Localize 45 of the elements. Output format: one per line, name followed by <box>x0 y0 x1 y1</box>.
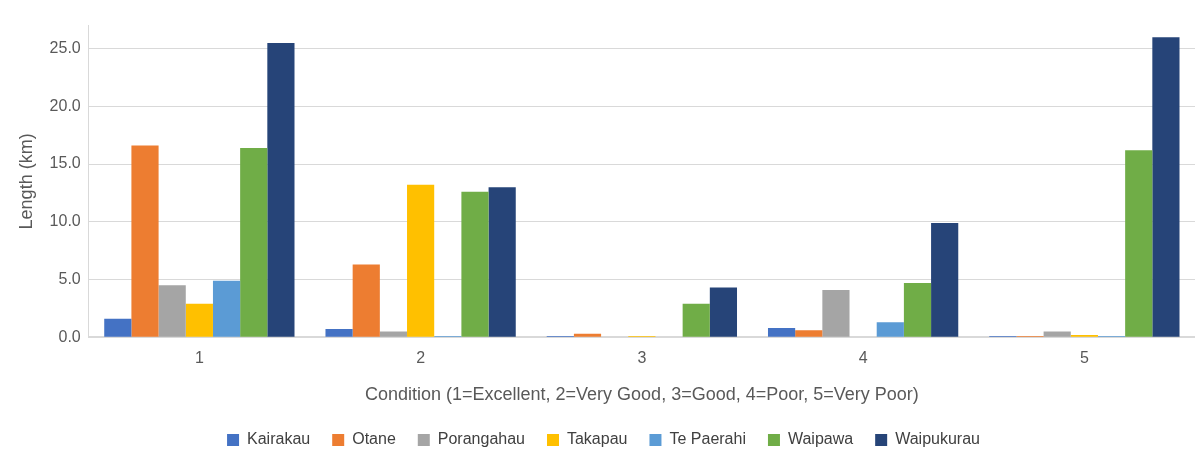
legend-label: Takapau <box>566 430 628 448</box>
x-tick-label: 4 <box>858 349 868 367</box>
bar <box>1125 150 1153 337</box>
bar <box>1152 37 1180 337</box>
bar <box>1043 331 1071 337</box>
x-tick-label: 5 <box>1079 349 1089 367</box>
x-tick-label: 1 <box>194 349 204 367</box>
bar <box>931 222 959 337</box>
bar <box>158 285 186 337</box>
bar <box>903 282 932 337</box>
bar <box>407 184 435 337</box>
legend-label: Te Paerahi <box>669 430 746 448</box>
y-axis-title: Length (km) <box>15 133 36 230</box>
bar <box>573 333 602 337</box>
bar <box>212 280 241 337</box>
x-axis-title: Condition (1=Excellent, 2=Very Good, 3=Good, 4=Poor, 5=Very Poor) <box>364 384 919 405</box>
bar <box>267 42 295 337</box>
bar <box>767 327 796 337</box>
bar <box>352 264 380 337</box>
bar <box>822 289 850 337</box>
y-tick-label: 20.0 <box>49 96 81 114</box>
y-tick-label: 10.0 <box>49 212 81 230</box>
bar <box>325 329 353 337</box>
x-tick-label: 2 <box>416 349 426 367</box>
legend-label: Waipawa <box>787 430 854 448</box>
bar <box>185 303 213 337</box>
bar <box>240 147 268 337</box>
bar <box>682 303 710 337</box>
bar <box>876 322 904 337</box>
x-tick-label: 3 <box>637 349 647 367</box>
legend-label: Otane <box>352 430 396 448</box>
legend-label: Porangahau <box>437 430 525 448</box>
legend-label: Waipukurau <box>895 430 980 448</box>
bar <box>131 145 159 337</box>
legend-label: Kairakau <box>247 430 311 448</box>
bar <box>461 191 489 337</box>
bar <box>795 330 823 337</box>
bar <box>379 331 408 337</box>
bar <box>709 287 738 337</box>
bar <box>488 187 516 337</box>
bar <box>104 318 132 337</box>
y-tick-label: 25.0 <box>49 39 81 57</box>
y-tick-label: 0.0 <box>58 327 81 345</box>
y-tick-label: 5.0 <box>58 269 81 287</box>
y-tick-label: 15.0 <box>49 154 81 172</box>
